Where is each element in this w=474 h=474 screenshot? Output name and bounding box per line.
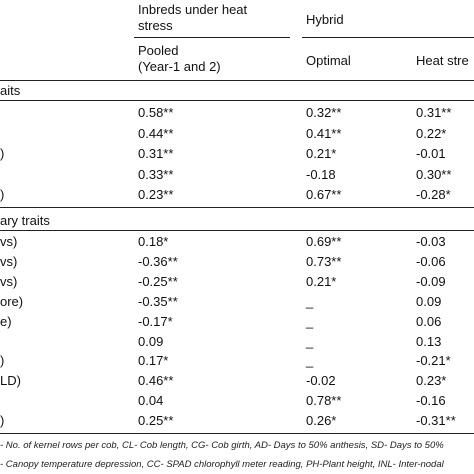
cell-heat-stress: 0.31** xyxy=(416,105,452,120)
cell-pooled: -0.25** xyxy=(138,273,178,289)
cell-optimal: 0.78** xyxy=(306,393,342,409)
header-optimal: Optimal xyxy=(306,53,351,68)
footnote-line1: - No. of kernel rows per cob, CL- Cob le… xyxy=(0,440,444,451)
cell-heat-stress: -0.21* xyxy=(416,353,451,369)
cell-pooled: 0.58** xyxy=(138,105,174,120)
section-secondary-top-rule xyxy=(0,207,474,208)
header-hybrid: Hybrid xyxy=(306,12,344,27)
cell-heat-stress: 0.23* xyxy=(416,373,447,389)
cell-heat-stress: 0.09 xyxy=(416,293,442,309)
cell-heat-stress: -0.16 xyxy=(416,393,446,409)
cell-pooled: -0.35** xyxy=(138,293,178,309)
cell-optimal: 0.41** xyxy=(306,125,342,141)
cell-optimal: 0.26* xyxy=(306,413,337,429)
row-label: vs) xyxy=(0,234,18,249)
row-label: ) xyxy=(0,353,5,369)
row-label: ) xyxy=(0,413,5,429)
cell-pooled: 0.25** xyxy=(138,413,174,429)
header-pooled-line1: Pooled xyxy=(138,43,179,58)
section-primary-traits: aits xyxy=(0,83,21,98)
cell-optimal: 0.21* xyxy=(306,273,337,289)
footnote-line2: - Canopy temperature depression, CC- SPA… xyxy=(0,459,444,470)
cell-pooled: 0.31** xyxy=(138,146,174,161)
cell-optimal: _ xyxy=(306,333,314,349)
header-pooled-line2: (Year-1 and 2) xyxy=(138,59,221,74)
cell-optimal: 0.69** xyxy=(306,234,342,249)
cell-heat-stress: -0.03 xyxy=(416,234,446,249)
cell-heat-stress: 0.13 xyxy=(416,333,442,349)
cell-pooled: 0.09 xyxy=(138,333,164,349)
cell-heat-stress: -0.09 xyxy=(416,273,446,289)
header-inbreds-line2: stress xyxy=(138,18,173,33)
cell-pooled: 0.23** xyxy=(138,187,174,202)
row-label: vs) xyxy=(0,253,18,269)
header-heat-stress: Heat stre xyxy=(416,53,469,68)
section-primary-rule xyxy=(0,100,474,101)
cell-pooled: 0.33** xyxy=(138,166,174,182)
cell-heat-stress: 0.30** xyxy=(416,166,452,182)
header-bottom-rule xyxy=(0,80,474,81)
cell-optimal: _ xyxy=(306,293,314,309)
header-subrule-inbreds xyxy=(134,37,290,38)
row-label: e) xyxy=(0,313,12,329)
cell-pooled: 0.18* xyxy=(138,234,169,249)
table-bottom-rule xyxy=(0,433,474,434)
cell-optimal: -0.02 xyxy=(306,373,336,389)
row-label: ) xyxy=(0,146,5,161)
header-subrule-hybrid xyxy=(302,37,474,38)
cell-optimal: _ xyxy=(306,353,314,369)
cell-heat-stress: -0.28* xyxy=(416,187,451,202)
cell-pooled: -0.17* xyxy=(138,313,173,329)
cell-optimal: 0.73** xyxy=(306,253,342,269)
section-secondary-traits: ary traits xyxy=(0,213,50,228)
cell-optimal: 0.32** xyxy=(306,105,342,120)
cell-heat-stress: 0.22* xyxy=(416,125,447,141)
row-label: ore) xyxy=(0,293,24,309)
cell-optimal: _ xyxy=(306,313,314,329)
header-inbreds-line1: Inbreds under heat xyxy=(138,2,248,17)
section-secondary-rule xyxy=(0,230,474,231)
cell-pooled: 0.04 xyxy=(138,393,164,409)
cell-heat-stress: -0.06 xyxy=(416,253,446,269)
row-label: LD) xyxy=(0,373,21,389)
row-label: vs) xyxy=(0,273,18,289)
row-label: ) xyxy=(0,187,5,202)
header-inbreds: Inbreds under heat stress xyxy=(138,2,247,34)
cell-optimal: 0.21* xyxy=(306,146,337,161)
cell-heat-stress: 0.06 xyxy=(416,313,442,329)
header-pooled: Pooled (Year-1 and 2) xyxy=(138,43,221,75)
cell-pooled: 0.44** xyxy=(138,125,174,141)
cell-optimal: 0.67** xyxy=(306,187,342,202)
footnote: - No. of kernel rows per cob, CL- Cob le… xyxy=(0,440,444,471)
cell-heat-stress: -0.01 xyxy=(416,146,446,161)
cell-pooled: 0.46** xyxy=(138,373,174,389)
cell-pooled: -0.36** xyxy=(138,253,178,269)
cell-optimal: -0.18 xyxy=(306,166,336,182)
cell-pooled: 0.17* xyxy=(138,353,169,369)
cell-heat-stress: -0.31** xyxy=(416,413,456,429)
